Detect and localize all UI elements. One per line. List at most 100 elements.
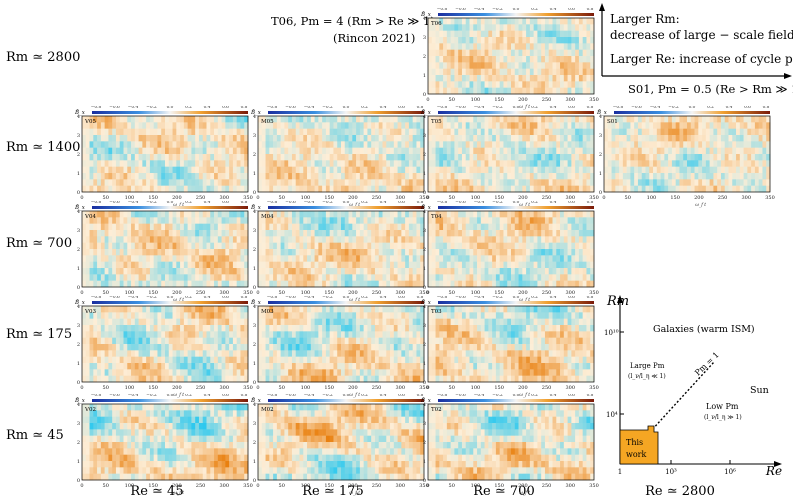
- x-tick-label: 300: [566, 483, 576, 489]
- colorbar-tick: 0.8: [417, 106, 424, 110]
- x-tick-label: 350: [589, 290, 599, 296]
- panel-v02: B̄_x −0.8 −0.6 −0.4 −0.2 0.0 0.2 0.4 0.6 0.8 V02 0 5…: [74, 394, 253, 496]
- colorbar-tick: −0.8: [91, 201, 102, 205]
- heatmap: [82, 211, 249, 288]
- colorbar: [268, 399, 424, 402]
- colorbar-tick: −0.4: [304, 106, 315, 110]
- y-tick-label: 2: [77, 247, 80, 253]
- colorbar-tick: 0.2: [361, 201, 368, 205]
- colorbar-label: B̄_x: [74, 397, 86, 404]
- colorbar-tick: 0.2: [185, 296, 192, 300]
- colorbar-tick: −0.8: [91, 394, 102, 398]
- x-tick-label: 200: [518, 97, 528, 103]
- y-tick-label: 3: [423, 323, 426, 329]
- x-tick-label: 250: [196, 483, 206, 489]
- colorbar-tick: −0.6: [455, 296, 466, 300]
- direction-arrows: [599, 3, 792, 79]
- y-tick-label: 1: [599, 171, 602, 177]
- x-tick-label: 0: [426, 290, 429, 296]
- x-tick-label: 50: [103, 385, 109, 391]
- this-work-label-2: work: [626, 450, 646, 459]
- y-tick-label: 1: [77, 266, 80, 272]
- y-tick-label: 3: [77, 323, 80, 329]
- panel-id-label: V03: [84, 309, 96, 315]
- colorbar-tick: −0.4: [304, 296, 315, 300]
- x-axis-label: ω_f t: [173, 392, 184, 398]
- panel-t06: B̄_x −0.8 −0.6 −0.4 −0.2 0.0 0.2 0.4 0.6 0.8 T06 0 5…: [420, 8, 599, 110]
- x-tick-label: 200: [518, 290, 528, 296]
- large-pm-label: Large Pm: [630, 362, 665, 370]
- y-tick-label: 1: [253, 459, 256, 465]
- y-tick-label: 0: [253, 285, 256, 291]
- x-tick-label: 50: [449, 385, 455, 391]
- y-tick-label: 1: [77, 459, 80, 465]
- colorbar-tick: 0.4: [550, 201, 557, 205]
- y-tick-label: 4: [423, 304, 426, 310]
- panel-id-label: V05: [84, 119, 96, 125]
- colorbar-tick: 0.0: [343, 201, 350, 205]
- x-tick-label: 50: [279, 483, 285, 489]
- x-axis-label: ω_f t: [519, 490, 530, 496]
- ytick-10-10: 10¹⁰: [604, 329, 619, 337]
- colorbar-tick: 0.4: [204, 296, 211, 300]
- colorbar-tick: −0.8: [267, 394, 278, 398]
- colorbar-tick: 0.8: [417, 296, 424, 300]
- colorbar-tick: 0.8: [763, 106, 770, 110]
- x-axis-label: ω_f t: [173, 297, 184, 303]
- x-tick-label: 50: [625, 195, 631, 201]
- colorbar: [438, 399, 594, 402]
- y-tick-label: 0: [423, 380, 426, 386]
- panel-id-label: T03: [431, 309, 442, 315]
- y-tick-label: 2: [423, 54, 426, 60]
- y-tick-label: 0: [77, 478, 80, 484]
- x-tick-label: 350: [243, 385, 253, 391]
- colorbar-tick: −0.6: [109, 201, 120, 205]
- x-tick-label: 100: [125, 195, 135, 201]
- panel-id-label: V04: [84, 214, 96, 220]
- colorbar-tick: −0.8: [437, 201, 448, 205]
- colorbar-label: B̄_x: [250, 109, 262, 116]
- heatmap: [428, 404, 595, 481]
- x-tick-label: 250: [372, 195, 382, 201]
- colorbar-tick: −0.2: [146, 394, 157, 398]
- x-tick-label: 300: [396, 385, 406, 391]
- colorbar-tick: −0.4: [304, 201, 315, 205]
- x-tick-label: 350: [419, 483, 429, 489]
- colorbar-tick: 0.0: [167, 201, 174, 205]
- x-tick-label: 150: [148, 290, 158, 296]
- colorbar: [92, 206, 248, 209]
- x-tick-label: 150: [324, 195, 334, 201]
- x-tick-label: 0: [426, 483, 429, 489]
- row-label-rm-175: Rm ≃ 175: [6, 327, 73, 342]
- x-tick-label: 300: [742, 195, 752, 201]
- colorbar-tick: −0.2: [492, 201, 503, 205]
- colorbar-tick: −0.2: [322, 201, 333, 205]
- y-tick-label: 1: [77, 171, 80, 177]
- colorbar-tick: 0.8: [241, 106, 248, 110]
- colorbar: [268, 206, 424, 209]
- colorbar-tick: −0.2: [492, 394, 503, 398]
- y-tick-label: 2: [253, 342, 256, 348]
- x-tick-label: 50: [449, 97, 455, 103]
- x-tick-label: 0: [426, 195, 429, 201]
- panel-t05: B̄_x −0.8 −0.6 −0.4 −0.2 0.0 0.2 0.4 0.6 0.8 T05 0 5…: [420, 106, 599, 208]
- colorbar-tick: 0.6: [568, 394, 575, 398]
- panel-m05: B̄_x −0.8 −0.6 −0.4 −0.2 0.0 0.2 0.4 0.6 0.8 M05 0 5…: [250, 106, 429, 208]
- y-tick-label: 2: [253, 440, 256, 446]
- colorbar-tick: −0.4: [474, 296, 485, 300]
- colorbar-tick: −0.4: [474, 8, 485, 12]
- y-tick-label: 4: [423, 402, 426, 408]
- x-tick-label: 200: [348, 290, 358, 296]
- this-work-region: [619, 425, 659, 465]
- x-axis-label: ω_f t: [173, 490, 184, 496]
- colorbar-label: B̄_x: [596, 109, 608, 116]
- x-axis-label: ω_f t: [519, 297, 530, 303]
- x-tick-label: 300: [566, 290, 576, 296]
- colorbar-tick: −0.6: [109, 106, 120, 110]
- x-tick-label: 150: [494, 97, 504, 103]
- x-tick-label: 250: [372, 483, 382, 489]
- colorbar-tick: 0.6: [568, 201, 575, 205]
- colorbar-tick: 0.4: [550, 8, 557, 12]
- panel-m04: B̄_x −0.8 −0.6 −0.4 −0.2 0.0 0.2 0.4 0.6 0.8 M04 0 5…: [250, 201, 429, 303]
- colorbar-tick: 0.8: [587, 201, 594, 205]
